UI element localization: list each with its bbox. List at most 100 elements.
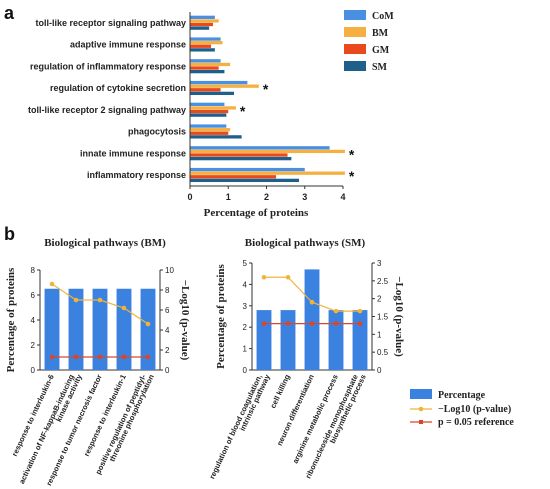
- legend-label-com: CoM: [372, 11, 394, 22]
- y-tick-label: 2: [31, 341, 36, 350]
- bar-gm: [190, 22, 213, 27]
- y-axis-title: Percentage of proteins: [215, 263, 227, 368]
- y2-tick-label: 3: [377, 259, 382, 268]
- legend-label-ref: p = 0.05 reference: [438, 417, 514, 428]
- significance-star: *: [349, 168, 355, 184]
- bar-sm: [190, 26, 210, 30]
- bar-com: [190, 15, 215, 19]
- reference-point: [50, 355, 54, 359]
- bar-bm: [190, 62, 231, 67]
- reference-point: [74, 355, 78, 359]
- y-tick-label: 8: [31, 266, 36, 275]
- legend-swatch-com: [344, 10, 366, 20]
- legend-swatch-sm: [344, 61, 366, 71]
- x-tick-label: 1: [226, 192, 231, 202]
- bar-bm: [190, 84, 259, 88]
- log-pvalue-point: [333, 308, 339, 314]
- log-pvalue-point: [357, 308, 363, 314]
- reference-point: [334, 321, 338, 326]
- bar-bm: [190, 171, 345, 175]
- bar-com: [190, 37, 221, 41]
- x-tick-label: 3: [302, 192, 307, 202]
- reference-point: [310, 321, 314, 326]
- bar-bm: [190, 19, 219, 23]
- category-label: inflammatory response: [87, 170, 186, 180]
- bar-gm: [190, 131, 229, 135]
- legend-swatch-log-point: [418, 406, 424, 412]
- legend-label-bm: BM: [372, 28, 389, 39]
- bar-percentage: [280, 310, 296, 370]
- category-label: toll-like receptor signaling pathway: [35, 18, 186, 28]
- y2-tick-label: 0.5: [377, 348, 389, 357]
- bar-com: [190, 167, 305, 172]
- panel-a-xlabel: Percentage of proteins: [204, 207, 309, 219]
- bar-gm: [190, 88, 221, 92]
- y-axis-title: Percentage of proteins: [5, 267, 17, 372]
- legend-label-gm: GM: [372, 45, 390, 56]
- bar-percentage: [140, 288, 156, 370]
- y2-tick-label: 0: [377, 366, 382, 375]
- legend-swatch-bm: [344, 27, 366, 37]
- bar-gm: [190, 153, 288, 157]
- bar-gm: [190, 109, 229, 114]
- bar-com: [190, 102, 225, 106]
- bar-com: [190, 146, 330, 150]
- bar-percentage: [44, 288, 60, 370]
- log-pvalue-point: [145, 321, 151, 327]
- category-label: adaptive immune response: [70, 40, 186, 50]
- y-tick-label: 0: [243, 366, 248, 375]
- y2-tick-label: 6: [165, 306, 170, 315]
- y-tick-label: 1: [243, 345, 248, 354]
- bar-percentage: [68, 288, 84, 370]
- bar-sm: [190, 178, 300, 183]
- reference-point: [146, 355, 150, 359]
- y-tick-label: 6: [31, 291, 36, 300]
- panel-b-legend: Percentage −Log10 (p-value) p = 0.05 refer…: [410, 389, 514, 428]
- y2-tick-label: 2: [377, 295, 382, 304]
- legend-label-percentage: Percentage: [438, 390, 486, 401]
- x-tick-label: 0: [187, 192, 192, 202]
- y2-tick-label: 1.5: [377, 313, 389, 322]
- y-tick-label: 4: [243, 280, 248, 289]
- bar-gm: [190, 175, 277, 179]
- significance-star: *: [349, 146, 355, 162]
- log-pvalue-point: [49, 281, 55, 287]
- x-tick-label: 2: [264, 192, 269, 202]
- reference-point: [286, 321, 290, 326]
- bar-com: [190, 124, 227, 128]
- bar-bm: [190, 41, 223, 45]
- bar-sm: [190, 69, 225, 74]
- bar-percentage: [92, 288, 108, 370]
- bar-percentage: [116, 288, 132, 370]
- panel-b-sm-chart: 0 1 2 3 4 5 0 0.5 1 1.5 2 2.5 3 Percentage of protein…: [207, 259, 405, 480]
- bar-sm: [190, 113, 227, 117]
- y2-axis-title: −Log10 (p-value): [179, 280, 191, 361]
- significance-star: *: [240, 103, 246, 119]
- category-label: cell killing: [268, 373, 292, 410]
- category-label: innate immune response: [80, 148, 186, 158]
- panel-a-chart: toll-like receptor signaling pathway adap…: [28, 12, 355, 202]
- bar-percentage: [256, 310, 272, 370]
- y2-tick-label: 1: [377, 330, 382, 339]
- bar-sm: [190, 156, 292, 161]
- bar-sm: [190, 91, 234, 96]
- category-label: toll-like receptor 2 signaling pathway: [28, 105, 186, 115]
- y-tick-label: 4: [31, 316, 36, 325]
- category-label: regulation of inflammatory response: [30, 61, 186, 71]
- bar-percentage: [304, 269, 320, 370]
- legend-swatch-percentage: [410, 389, 432, 399]
- x-tick-label: 4: [340, 192, 345, 202]
- y2-tick-label: 10: [165, 266, 174, 275]
- log-pvalue-point: [285, 274, 291, 280]
- bar-gm: [190, 44, 212, 48]
- y2-tick-label: 4: [165, 326, 170, 335]
- legend-swatch-gm: [344, 44, 366, 54]
- bar-com: [190, 80, 248, 85]
- y-tick-label: 0: [31, 366, 36, 375]
- y-tick-label: 5: [243, 259, 248, 268]
- panel-b-sm-title: Biological pathways (SM): [245, 237, 366, 249]
- log-pvalue-point: [309, 299, 315, 305]
- panel-a-legend: CoM BM GM SM: [344, 10, 394, 73]
- log-pvalue-point: [121, 305, 127, 311]
- panel-b-bm-chart: 0 2 4 6 8 0 2 4 6 8 10 Percentage of proteins −Log10…: [5, 266, 191, 487]
